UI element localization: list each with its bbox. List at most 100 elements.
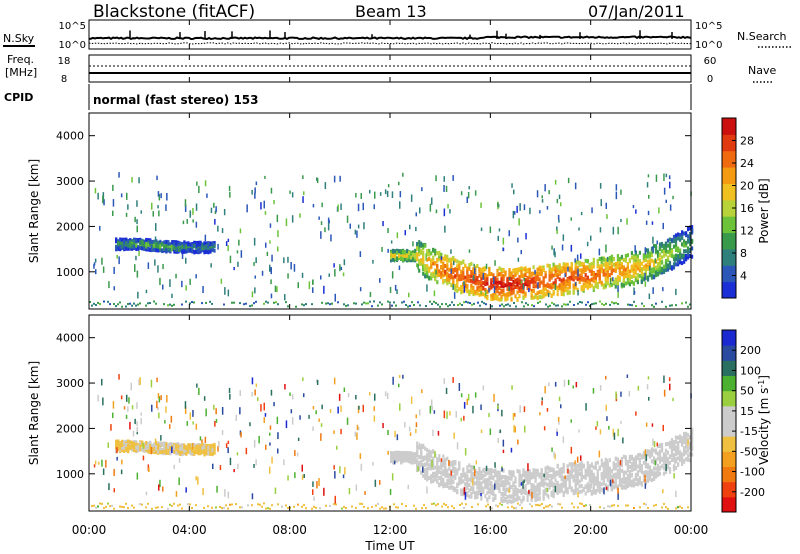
- echo-cell: [424, 243, 427, 248]
- echo-cell: [470, 471, 473, 476]
- echo-cell: [528, 280, 531, 285]
- echo-cell: [163, 245, 166, 249]
- echo-cell: [227, 245, 229, 252]
- echo-cell: [644, 267, 647, 272]
- echo-cell: [570, 271, 573, 276]
- echo-cell: [472, 275, 475, 281]
- echo-cell: [534, 468, 537, 473]
- echo-cell: [443, 176, 445, 182]
- echo-cell: [448, 277, 451, 282]
- echo-cell: [205, 446, 208, 451]
- echo-cell: [480, 267, 483, 272]
- echo-cell: [685, 231, 688, 236]
- echo-cell: [426, 458, 429, 463]
- echo-cell: [582, 285, 585, 290]
- echo-cell: [675, 304, 677, 307]
- echo-cell: [147, 302, 149, 305]
- echo-cell: [677, 260, 680, 265]
- echo-cell: [251, 291, 254, 298]
- echo-cell: [570, 262, 573, 267]
- echo-cell: [498, 291, 501, 296]
- echo-cell: [367, 302, 369, 305]
- echo-cell: [159, 450, 162, 454]
- echo-cell: [103, 199, 105, 206]
- echo-cell: [512, 269, 515, 274]
- echo-cell: [691, 446, 694, 451]
- echo-cell: [145, 247, 148, 252]
- echo-cell: [149, 444, 152, 448]
- echo-cell: [430, 265, 433, 270]
- echo-cell: [420, 259, 423, 264]
- echo-cell: [468, 477, 471, 482]
- echo-cell: [642, 272, 645, 277]
- echo-cell: [227, 238, 230, 242]
- echo-cell: [528, 275, 531, 279]
- echo-cell: [516, 497, 519, 502]
- echo-cell: [672, 453, 676, 458]
- echo-cell: [679, 233, 682, 237]
- echo-cell: [668, 467, 672, 472]
- echo-cell: [478, 267, 481, 272]
- echo-cell: [135, 448, 138, 453]
- echo-cell: [394, 249, 397, 254]
- echo-cell: [264, 175, 266, 179]
- echo-cell: [472, 289, 475, 294]
- echo-cell: [648, 268, 652, 273]
- echo-cell: [446, 266, 449, 271]
- echo-cell: [454, 474, 457, 479]
- echo-cell: [191, 451, 194, 456]
- echo-cell: [395, 506, 397, 509]
- echo-cell: [560, 278, 563, 283]
- echo-cell: [672, 457, 676, 462]
- echo-cell: [470, 274, 473, 279]
- echo-cell: [548, 272, 551, 276]
- echo-cell: [195, 249, 198, 254]
- echo-cell: [580, 285, 583, 290]
- echo-cell: [670, 453, 674, 458]
- echo-cell: [162, 284, 164, 290]
- echo-cell: [412, 241, 414, 247]
- echo-cell: [450, 473, 453, 478]
- echo-cell: [681, 442, 684, 447]
- echo-cell: [482, 468, 485, 473]
- echo-cell: [143, 246, 146, 251]
- echo-cell: [484, 482, 487, 487]
- echo-cell: [412, 252, 415, 257]
- echo-cell: [578, 273, 581, 278]
- echo-cell: [595, 302, 597, 305]
- echo-cell: [127, 507, 129, 509]
- echo-cell: [500, 283, 503, 288]
- echo-cell: [689, 254, 692, 258]
- echo-cell: [618, 472, 621, 477]
- echo-cell: [270, 267, 272, 275]
- echo-cell: [165, 204, 167, 211]
- echo-cell: [524, 292, 527, 296]
- echo-cell: [554, 470, 557, 475]
- echo-cell: [241, 506, 243, 509]
- echo-cell: [157, 506, 159, 509]
- echo-cell: [506, 487, 509, 492]
- echo-cell: [197, 241, 200, 246]
- echo-cell: [424, 456, 427, 461]
- echo-cell: [478, 269, 481, 274]
- echo-cell: [428, 257, 431, 261]
- echo-cell: [127, 239, 130, 244]
- echo-cell: [617, 303, 619, 305]
- echo-cell: [666, 442, 670, 446]
- echo-cell: [636, 280, 639, 285]
- echo-cell: [524, 475, 527, 480]
- echo-cell: [255, 300, 257, 303]
- echo-cell: [442, 477, 445, 482]
- echo-cell: [574, 275, 577, 280]
- echo-cell: [173, 241, 176, 246]
- echo-cell: [147, 262, 150, 269]
- echo-cell: [576, 468, 579, 473]
- echo-cell: [691, 254, 694, 259]
- echo-cell: [474, 276, 477, 281]
- echo-cell: [127, 204, 129, 210]
- echo-cell: [628, 457, 631, 462]
- echo-cell: [590, 235, 592, 241]
- echo-cell: [677, 445, 680, 450]
- echo-cell: [416, 242, 419, 246]
- echo-cell: [642, 473, 645, 478]
